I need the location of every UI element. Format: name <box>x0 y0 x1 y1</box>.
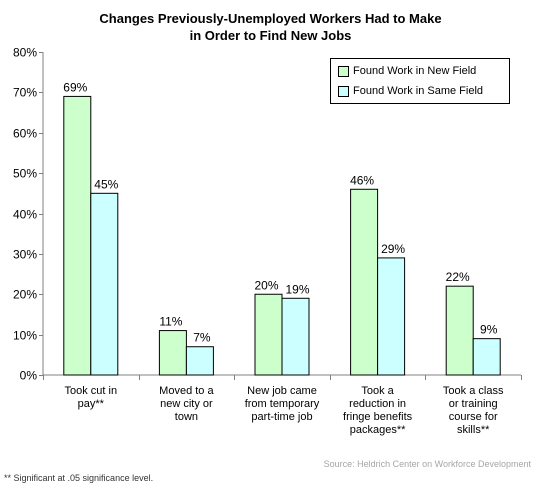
bar-series-2 <box>377 257 406 376</box>
x-tick-label-line: reduction in <box>349 398 407 410</box>
bar-series-2 <box>90 192 119 376</box>
bar-series-1 <box>63 95 92 376</box>
x-tick-label-line: New job came <box>247 385 317 397</box>
x-tick-label-line: Took cut in <box>64 385 118 397</box>
data-label: 11% <box>159 315 182 329</box>
y-tick-label: 50% <box>13 167 37 181</box>
x-tick-label-line: new city or <box>160 398 213 410</box>
x-tick-label-line: town <box>174 411 199 423</box>
x-tick-label-line: Moved to a <box>159 385 214 397</box>
chart-title-line-1: Changes Previously-Unemployed Workers Ha… <box>99 11 442 26</box>
y-tick-label: 0% <box>20 369 38 383</box>
bar-series-2 <box>472 338 501 376</box>
x-tick-label-line: part-time job <box>251 411 313 423</box>
bar-series-1 <box>445 285 474 376</box>
x-tick-label-line: packages** <box>349 424 406 436</box>
footnote: ** Significant at .05 significance level… <box>4 473 154 483</box>
x-tick-label-line: from temporary <box>244 398 320 410</box>
x-tick-label: Took cut in pay** <box>43 385 139 411</box>
y-tick-label: 10% <box>13 329 37 343</box>
x-tick-label: Moved to a new city or town <box>138 385 234 424</box>
x-tick-label-line: Took a <box>361 385 394 397</box>
data-label: 45% <box>94 177 118 191</box>
bar-series-1 <box>254 293 283 376</box>
x-tick-label-line: pay** <box>77 398 104 410</box>
x-tick-label: Took a class or training course for skills*… <box>425 385 521 437</box>
legend-swatch-new-field <box>338 65 349 77</box>
bar-series-1 <box>350 188 379 376</box>
y-tick-label: 70% <box>13 86 37 100</box>
legend-item-same-field: Found Work in Same Field <box>338 84 483 98</box>
data-label: 20% <box>254 278 278 292</box>
x-tick-label-line: Took a class <box>442 385 504 397</box>
y-tick-label: 40% <box>13 208 37 222</box>
bar-series-2 <box>281 297 310 376</box>
data-label: 7% <box>193 331 211 345</box>
x-tick-label-line: course for <box>448 411 498 423</box>
x-tick-label-line: skills** <box>456 424 490 436</box>
x-tick-label-line: fringe benefits <box>343 411 413 423</box>
x-tick-label-line: or training <box>448 398 498 410</box>
data-label: 22% <box>446 270 470 284</box>
legend: Found Work in New Field Found Work in Sa… <box>330 58 510 104</box>
chart-title: Changes Previously-Unemployed Workers Ha… <box>0 10 541 44</box>
bar-series-1 <box>158 330 187 376</box>
data-label: 9% <box>480 323 498 337</box>
y-tick-label: 20% <box>13 288 37 302</box>
y-tick-label: 60% <box>13 127 37 141</box>
legend-swatch-same-field <box>338 85 349 97</box>
legend-item-new-field: Found Work in New Field <box>338 64 476 78</box>
y-tick-label: 30% <box>13 248 37 262</box>
source-note: Source: Heldrich Center on Workforce Dev… <box>323 459 531 469</box>
data-label: 69% <box>63 80 87 94</box>
legend-label-same-field: Found Work in Same Field <box>353 85 484 97</box>
data-label: 19% <box>285 282 309 296</box>
data-label: 46% <box>350 173 374 187</box>
x-tick-label: New job came from temporary part-time job <box>234 385 330 424</box>
x-tick-label: Took a reduction in fringe benefits package… <box>330 385 426 437</box>
legend-label-new-field: Found Work in New Field <box>353 65 477 77</box>
y-tick-label: 80% <box>13 46 37 60</box>
chart-title-line-2: in Order to Find New Jobs <box>189 28 352 43</box>
bar-series-2 <box>185 346 214 376</box>
data-label: 29% <box>381 242 405 256</box>
